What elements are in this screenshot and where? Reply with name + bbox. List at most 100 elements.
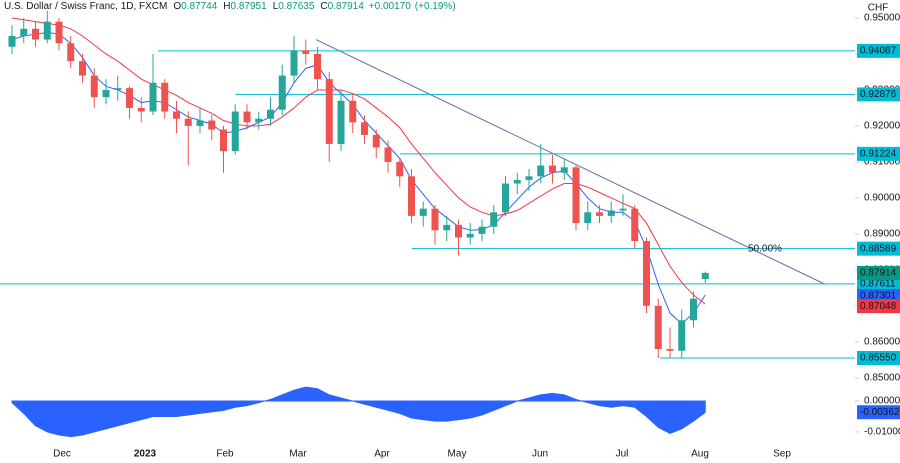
header-part: H xyxy=(223,1,230,12)
header-part: O xyxy=(173,1,181,12)
candle-body xyxy=(701,272,709,280)
candle-body xyxy=(102,89,110,98)
osc-last-label: -0.00362 xyxy=(860,407,900,418)
candle-body xyxy=(560,167,568,173)
level-label-box xyxy=(857,351,900,366)
candle-body xyxy=(302,50,310,54)
candle-body xyxy=(220,129,227,152)
candle-body xyxy=(149,82,157,112)
candle-body xyxy=(55,21,63,44)
level-label: 0.91224 xyxy=(860,148,897,159)
y-tick-label: 0.95000 xyxy=(864,13,900,24)
candle-body xyxy=(502,183,509,213)
level-label-box xyxy=(857,43,900,58)
level-label: 0.88589 xyxy=(860,243,897,254)
level-label-box xyxy=(857,276,900,291)
candle-body xyxy=(466,233,474,238)
candle-body xyxy=(32,28,39,40)
ma-label: 0.87048 xyxy=(860,301,897,312)
trend-line xyxy=(315,39,826,285)
x-tick-label: May xyxy=(448,449,467,460)
candle-body xyxy=(584,212,592,224)
candle-body xyxy=(596,212,603,216)
level-label: 0.87611 xyxy=(860,278,896,289)
moving-average xyxy=(11,17,706,305)
currency: CHF xyxy=(868,3,889,14)
candle-body xyxy=(231,111,239,152)
candle-body xyxy=(20,28,28,36)
candle-body xyxy=(607,210,615,216)
candle-body xyxy=(654,305,662,350)
candle-body xyxy=(549,165,556,173)
candle-body xyxy=(267,109,274,119)
candle-body xyxy=(67,43,75,62)
candle-body xyxy=(513,179,521,184)
header-part: 0.87744 xyxy=(181,1,218,12)
candle-body xyxy=(290,50,298,76)
header-part: 0.87635 xyxy=(278,1,315,12)
x-tick-label: Feb xyxy=(216,449,234,460)
candle-body xyxy=(90,75,98,98)
x-tick-label: Sep xyxy=(773,449,791,460)
osc-last-box xyxy=(857,405,900,420)
candle-body xyxy=(255,118,263,123)
y-tick-label: 0.85000 xyxy=(864,372,900,383)
candle-body xyxy=(278,75,286,110)
candle-body xyxy=(537,165,545,177)
y-tick-label: 0.91000 xyxy=(864,157,900,168)
x-tick-label: 2023 xyxy=(134,449,157,460)
header-part: C xyxy=(320,1,327,12)
candle-body xyxy=(478,226,486,234)
last-price-label: 0.87914 xyxy=(860,268,897,279)
ma-label: 0.87301 xyxy=(860,291,897,302)
candle-body xyxy=(572,167,580,224)
x-tick-label: Jun xyxy=(532,449,548,460)
candle-body xyxy=(619,208,627,211)
x-tick-label: Mar xyxy=(289,449,307,460)
level-label-box xyxy=(857,87,900,102)
y-tick-label: 0.89000 xyxy=(864,229,900,240)
level-label-box xyxy=(857,146,900,161)
candle-body xyxy=(325,79,333,144)
candle-body xyxy=(361,122,368,135)
candle-body xyxy=(314,53,321,80)
x-tick-label: Jul xyxy=(616,449,629,460)
y-tick-label: 0.90000 xyxy=(864,193,900,204)
candle-body xyxy=(79,61,86,76)
header-part: +0.00170 xyxy=(369,1,411,12)
candle-body xyxy=(490,212,498,227)
chart-header: U.S. Dollar / Swiss Franc, 1D, FXCM O0.87… xyxy=(4,1,456,12)
candle-body xyxy=(525,176,533,180)
last-price-label-box xyxy=(857,265,900,280)
level-label: 0.94087 xyxy=(860,45,897,56)
oscillator-area xyxy=(11,386,706,438)
header-part: L xyxy=(273,1,279,12)
fib-label: 50.00% xyxy=(748,243,782,254)
candle-body xyxy=(208,120,216,130)
header-part: 0.87951 xyxy=(231,1,268,12)
x-tick-label: Aug xyxy=(691,449,709,460)
candle-body xyxy=(419,208,427,216)
candle-body xyxy=(126,88,133,108)
candle-body xyxy=(349,100,357,123)
candle-body xyxy=(678,320,686,351)
candle-body xyxy=(43,21,51,40)
candle-body xyxy=(455,224,462,238)
header-part: U.S. Dollar / Swiss Franc, 1D, FXCM xyxy=(4,1,167,12)
candle-body xyxy=(137,107,145,112)
ma-label-box xyxy=(857,299,900,314)
header-part: 0.87914 xyxy=(328,1,365,12)
candle-body xyxy=(243,111,251,123)
header-part: (+0.19%) xyxy=(415,1,456,12)
candle-body xyxy=(184,118,192,126)
x-tick-label: Apr xyxy=(374,449,390,460)
level-label: 0.85550 xyxy=(860,353,897,364)
candle-body xyxy=(173,111,180,119)
level-label-box xyxy=(857,241,900,256)
candle-body xyxy=(690,298,697,321)
x-tick-label: Dec xyxy=(53,449,71,460)
moving-average xyxy=(11,31,706,325)
candle-body xyxy=(408,176,415,216)
candle-body xyxy=(431,208,439,231)
